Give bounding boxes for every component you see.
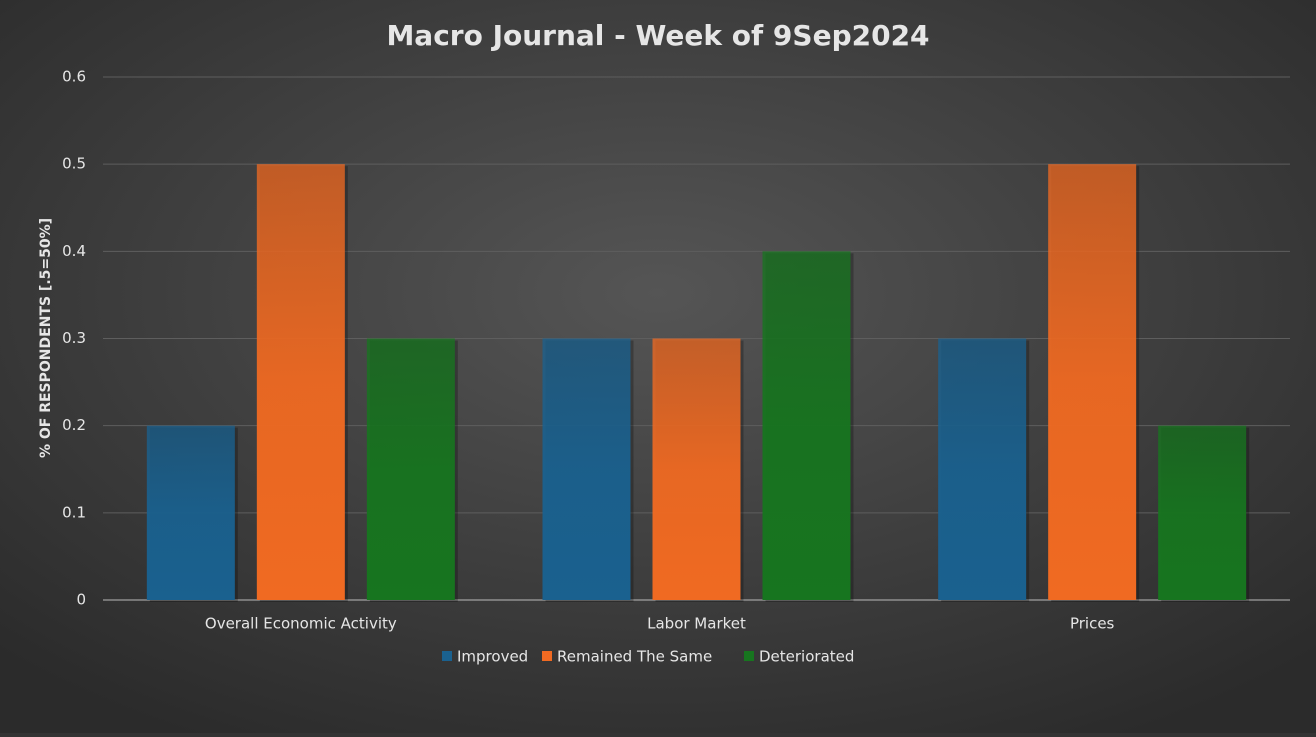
y-tick-label: 0.3 <box>62 329 86 347</box>
legend-swatch <box>744 651 754 661</box>
y-tick-label: 0.4 <box>62 242 86 260</box>
bar <box>652 338 741 600</box>
y-tick-label: 0.6 <box>62 68 86 86</box>
bar <box>762 251 851 601</box>
legend-swatch <box>542 651 552 661</box>
bar <box>938 338 1027 600</box>
x-tick-label: Overall Economic Activity <box>205 615 397 633</box>
y-tick-label: 0 <box>76 591 86 609</box>
x-tick-label: Prices <box>1070 615 1115 633</box>
legend-label: Deteriorated <box>759 648 854 666</box>
bar <box>1158 425 1247 600</box>
y-tick-label: 0.2 <box>62 416 86 434</box>
y-axis-label: % OF RESPONDENTS [.5=50%] <box>38 218 54 458</box>
bar <box>1048 164 1137 600</box>
x-tick-label: Labor Market <box>647 615 746 633</box>
chart-title: Macro Journal - Week of 9Sep2024 <box>386 19 929 52</box>
bar <box>542 338 631 600</box>
bar <box>256 164 345 600</box>
bar <box>366 338 455 600</box>
legend-label: Remained The Same <box>557 648 712 666</box>
y-tick-label: 0.1 <box>62 503 86 521</box>
legend-label: Improved <box>457 648 528 666</box>
y-tick-label: 0.5 <box>62 155 86 173</box>
bar <box>146 425 235 600</box>
legend-swatch <box>442 651 452 661</box>
